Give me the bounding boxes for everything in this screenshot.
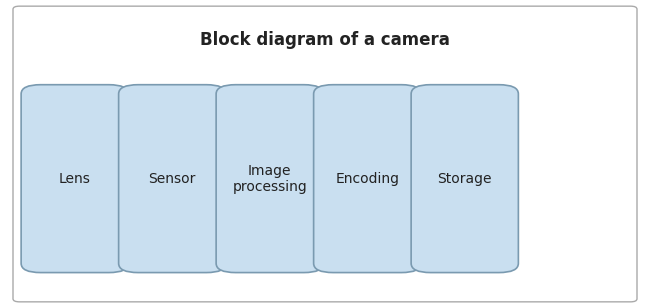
FancyBboxPatch shape xyxy=(13,6,637,302)
Text: Lens: Lens xyxy=(58,172,91,186)
FancyBboxPatch shape xyxy=(411,85,518,273)
Text: Image
processing: Image processing xyxy=(233,164,307,194)
Text: Sensor: Sensor xyxy=(149,172,196,186)
FancyBboxPatch shape xyxy=(313,85,421,273)
Text: Storage: Storage xyxy=(437,172,492,186)
Text: Encoding: Encoding xyxy=(335,172,399,186)
Text: Block diagram of a camera: Block diagram of a camera xyxy=(200,31,450,49)
FancyBboxPatch shape xyxy=(216,85,324,273)
FancyBboxPatch shape xyxy=(119,85,226,273)
FancyBboxPatch shape xyxy=(21,85,129,273)
